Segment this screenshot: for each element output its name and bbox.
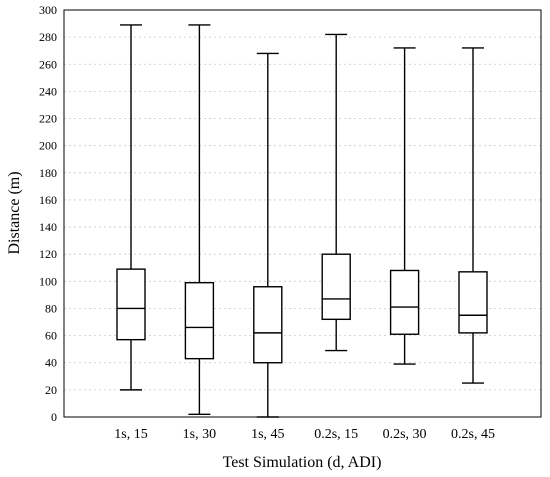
y-tick-label: 220 [39, 112, 57, 126]
y-tick-label: 180 [39, 166, 57, 180]
y-tick-label: 200 [39, 139, 57, 153]
y-tick-label: 240 [39, 84, 57, 98]
y-tick-label: 40 [45, 356, 57, 370]
y-tick-label: 260 [39, 57, 57, 71]
box-4 [321, 33, 351, 352]
iqr-box [389, 269, 420, 335]
y-tick-label: 300 [39, 3, 57, 17]
iqr-box [458, 271, 488, 334]
x-tick-label: 0.2s, 15 [314, 427, 358, 442]
x-tick-labels: 1s, 15 1s, 30 1s, 45 0.2s, 15 0.2s, 30 0.2s, … [114, 427, 495, 442]
box-6 [458, 47, 488, 384]
y-tick-labels: 0 20 40 60 80 100 120 140 160 180 200 220 240 260 280 3… [39, 3, 57, 424]
box-3 [253, 52, 283, 418]
plot-frame [63, 9, 542, 418]
iqr-box [321, 253, 351, 321]
y-tick-label: 140 [39, 220, 57, 234]
box-5 [389, 47, 420, 365]
x-tick-label: 1s, 15 [114, 427, 147, 442]
y-axis-title: Distance (m) [6, 171, 23, 254]
x-tick-label: 0.2s, 30 [383, 427, 427, 442]
y-tick-label: 80 [45, 301, 57, 315]
y-tick-label: 160 [39, 193, 57, 207]
box-2 [184, 24, 215, 415]
x-tick-label: 1s, 30 [183, 427, 216, 442]
iqr-box [253, 286, 283, 364]
iqr-box [116, 268, 146, 341]
x-tick-label: 1s, 45 [251, 427, 284, 442]
y-tick-label: 20 [45, 383, 57, 397]
box-1 [116, 24, 146, 391]
boxes [116, 24, 488, 418]
iqr-box [184, 281, 215, 360]
y-tick-label: 0 [51, 410, 57, 424]
y-tick-label: 120 [39, 247, 57, 261]
y-tick-label: 60 [45, 329, 57, 343]
y-tick-label: 100 [39, 274, 57, 288]
x-tick-label: 0.2s, 45 [451, 427, 495, 442]
x-axis-title: Test Simulation (d, ADI) [223, 454, 382, 471]
y-tick-label: 280 [39, 30, 57, 44]
